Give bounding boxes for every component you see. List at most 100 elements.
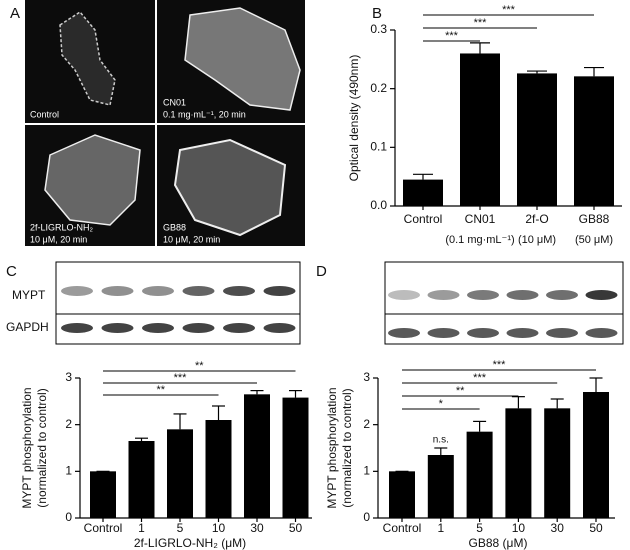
blot-band [182,286,215,296]
micrograph-label: GB88 [163,222,186,232]
bar [205,420,232,518]
blot-band [546,328,578,338]
blot-band [506,290,539,300]
y-tick-label: 0 [363,510,370,524]
blot-band [467,290,499,300]
significance-label: ** [156,384,165,396]
bar [544,408,571,518]
error-bar [135,437,148,441]
blot-band [223,286,255,296]
cell [173,138,287,237]
x-tick-label: 30 [250,521,264,535]
error-bar [589,377,603,392]
blot-band [142,323,174,333]
blot-band [585,290,618,300]
blot-label: MYPT [12,288,46,302]
significance-label: *** [493,359,507,371]
x-tick-label: 50 [589,521,603,535]
blot-band [427,290,460,300]
y-axis-label: (normalized to control) [340,388,354,507]
significance-label: *** [174,372,188,384]
bar [128,441,155,518]
micrograph-sublabel: 10 μM, 20 min [30,234,87,244]
y-tick-label: 2 [65,417,72,431]
significance-label: *** [502,4,516,16]
cell [59,11,116,106]
bar [460,53,500,206]
x-tick-label: 10 [512,521,526,535]
cell [44,134,141,226]
error-bar [434,447,448,455]
x-tick-label: Control [404,212,443,226]
error-bar [289,390,302,398]
y-tick-label: 2 [363,417,370,431]
bar-annotation: n.s. [433,435,449,446]
bar [282,397,309,518]
bar [244,394,270,518]
error-bar [470,42,490,54]
x-tick-label: Control [84,521,123,535]
bar [583,392,609,518]
error-bar [550,398,564,409]
x-tick-label: 30 [551,521,565,535]
bar [517,73,557,206]
bar [466,431,493,518]
bar [403,179,443,206]
y-tick-label: 0.1 [370,140,387,154]
y-tick-label: 3 [65,370,72,384]
blot-band [467,328,499,338]
blot-band [182,323,215,333]
y-tick-label: 1 [65,464,72,478]
error-bar [527,70,547,74]
bar [505,408,532,518]
bar [90,471,116,518]
error-bar [212,405,225,420]
panel-label: B [372,5,382,22]
x-tick-label: GB88 [579,212,610,226]
y-axis-label: Optical density (490nm) [347,55,361,182]
panel-label: D [316,263,327,280]
x-tick-sublabel: (0.1 mg·mL⁻¹) [445,234,514,246]
y-tick-label: 0.0 [370,198,387,212]
significance-label: *** [473,372,487,384]
y-tick-label: 0.3 [370,22,387,36]
blot-label: GAPDH [6,320,49,334]
x-tick-label: 1 [138,521,145,535]
micrograph-label: 2f-LIGRLO-NH₂ [30,222,94,232]
blot-band [223,323,255,333]
x-tick-label: CN01 [465,212,496,226]
y-tick-label: 1 [363,464,370,478]
blot-band [61,323,93,333]
x-axis-label: 2f-LIGRLO-NH₂ (μM) [134,536,246,550]
blot-band [101,286,134,296]
micrograph-label: Control [30,109,59,119]
y-tick-label: 3 [363,370,370,384]
bar [574,76,614,206]
bar [427,455,454,518]
micrograph-sublabel: 0.1 mg·mL⁻¹, 20 min [163,109,246,119]
significance-label: ** [195,360,204,372]
blot-band [388,328,420,338]
micrograph-sublabel: 10 μM, 20 min [163,234,220,244]
significance-label: ** [456,385,465,397]
blots: MYPT GAPDH [6,261,624,345]
blot-band [142,286,174,296]
x-axis-label: GB88 (μM) [469,536,528,550]
error-bar [413,173,433,180]
x-tick-label: 5 [177,521,184,535]
bar [167,429,193,518]
error-bar [250,390,264,395]
y-tick-label: 0 [65,510,72,524]
x-tick-sublabel: (10 μM) [518,234,556,246]
significance-label: *** [445,30,459,42]
micrograph-label: CN01 [163,97,186,107]
x-tick-label: Control [383,521,422,535]
significance-label: *** [474,17,488,29]
blot-band [263,323,296,333]
blot-band [506,328,539,338]
blot-band [427,328,460,338]
x-tick-label: 1 [437,521,444,535]
blot-band [101,323,134,333]
blot-band [388,290,420,300]
